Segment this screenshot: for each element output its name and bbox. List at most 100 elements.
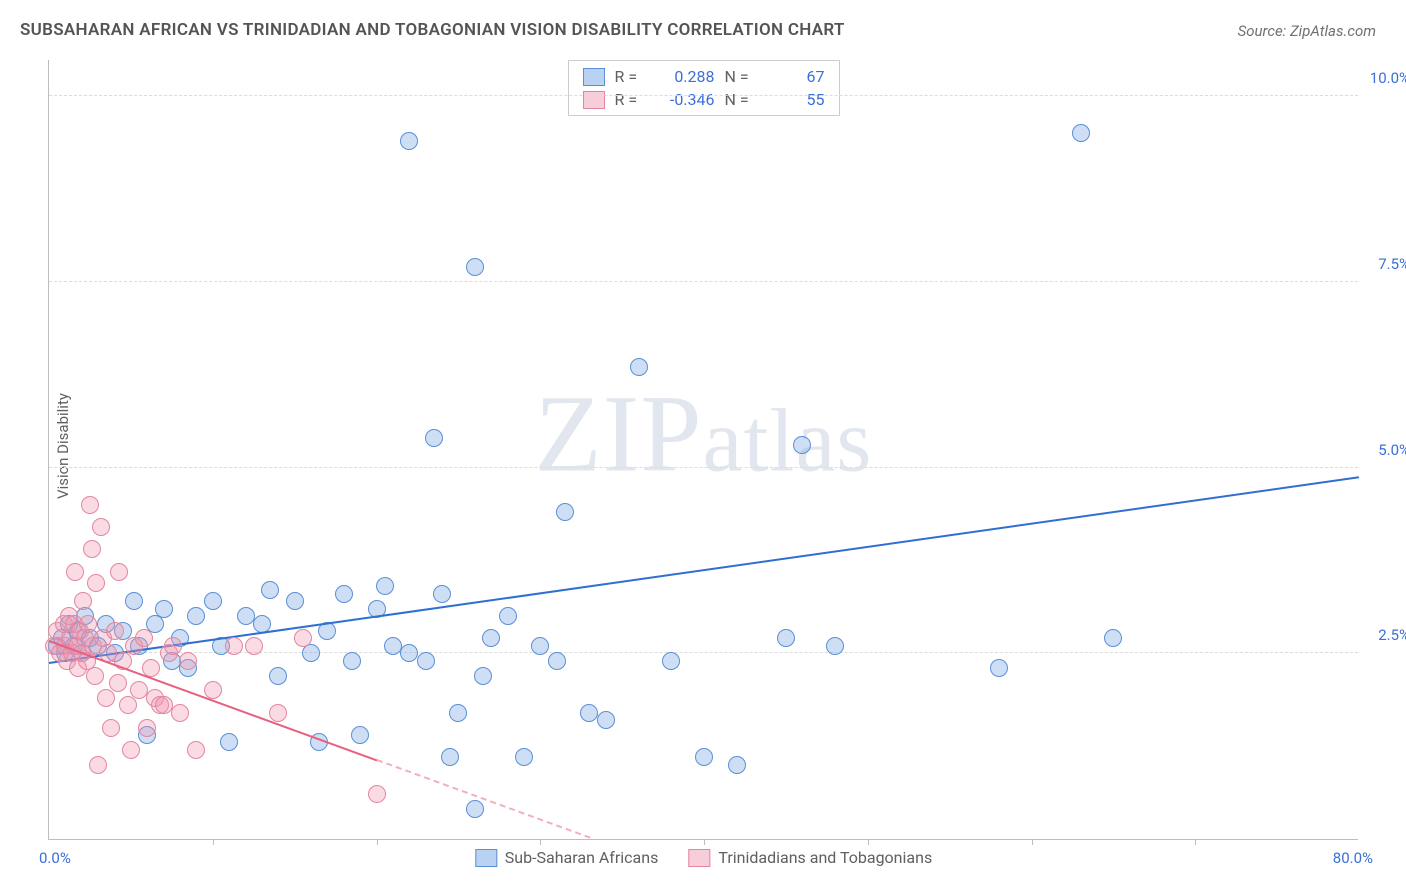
- watermark-text: ZIPatlas: [535, 370, 873, 497]
- x-tick: [868, 839, 869, 845]
- data-point: [89, 756, 107, 774]
- chart-title: SUBSAHARAN AFRICAN VS TRINIDADIAN AND TO…: [20, 20, 845, 40]
- data-point: [548, 652, 566, 670]
- legend-item-2: Trinidadians and Tobagonians: [688, 848, 932, 867]
- data-point: [499, 607, 517, 625]
- data-point: [400, 132, 418, 150]
- data-point: [83, 540, 101, 558]
- x-tick: [1195, 839, 1196, 845]
- swatch-series-2: [583, 91, 605, 109]
- r-value-2: -0.346: [655, 90, 715, 109]
- data-point: [351, 726, 369, 744]
- data-point: [138, 719, 156, 737]
- legend-label-1: Sub-Saharan Africans: [505, 848, 659, 867]
- data-point: [793, 436, 811, 454]
- data-point: [400, 644, 418, 662]
- data-point: [261, 581, 279, 599]
- data-point: [92, 518, 110, 536]
- x-tick: [704, 839, 705, 845]
- data-point: [74, 592, 92, 610]
- data-point: [155, 600, 173, 618]
- data-point: [269, 704, 287, 722]
- x-tick: [213, 839, 214, 845]
- data-point: [187, 607, 205, 625]
- data-point: [449, 704, 467, 722]
- data-point: [66, 563, 84, 581]
- data-point: [466, 800, 484, 818]
- data-point: [245, 637, 263, 655]
- data-point: [531, 637, 549, 655]
- swatch-series-1: [583, 68, 605, 86]
- y-tick-label: 2.5%: [1378, 626, 1406, 644]
- gridline-h: [49, 652, 1358, 653]
- data-point: [826, 637, 844, 655]
- data-point: [225, 637, 243, 655]
- source-link[interactable]: ZipAtlas.com: [1290, 22, 1376, 40]
- data-point: [220, 733, 238, 751]
- legend-label-2: Trinidadians and Tobagonians: [718, 848, 932, 867]
- data-point: [155, 696, 173, 714]
- data-point: [695, 748, 713, 766]
- data-point: [269, 667, 287, 685]
- x-tick: [377, 839, 378, 845]
- gridline-h: [49, 95, 1358, 96]
- data-point: [286, 592, 304, 610]
- y-tick-label: 10.0%: [1370, 69, 1406, 87]
- legend-stats-row-2: R = -0.346 N = 55: [569, 88, 839, 111]
- data-point: [777, 629, 795, 647]
- data-point: [122, 741, 140, 759]
- r-label: R =: [615, 67, 645, 86]
- data-point: [376, 577, 394, 595]
- data-point: [425, 429, 443, 447]
- data-point: [204, 592, 222, 610]
- data-point: [466, 258, 484, 276]
- data-point: [630, 358, 648, 376]
- n-label: N =: [725, 67, 755, 86]
- data-point: [87, 574, 105, 592]
- swatch-series-2-b: [688, 849, 710, 867]
- data-point: [368, 785, 386, 803]
- data-point: [728, 756, 746, 774]
- legend-stats-box: R = 0.288 N = 67 R = -0.346 N = 55: [568, 60, 840, 116]
- source-label: Source:: [1238, 22, 1287, 40]
- data-point: [125, 592, 143, 610]
- data-point: [106, 622, 124, 640]
- data-point: [662, 652, 680, 670]
- data-point: [597, 711, 615, 729]
- data-point: [110, 563, 128, 581]
- data-point: [417, 652, 435, 670]
- x-tick: [540, 839, 541, 845]
- data-point: [441, 748, 459, 766]
- data-point: [580, 704, 598, 722]
- r-label: R =: [615, 90, 645, 109]
- data-point: [433, 585, 451, 603]
- x-axis-max-label: 80.0%: [1333, 849, 1373, 867]
- chart-container: SUBSAHARAN AFRICAN VS TRINIDADIAN AND TO…: [0, 0, 1406, 892]
- data-point: [237, 607, 255, 625]
- data-point: [515, 748, 533, 766]
- gridline-h: [49, 467, 1358, 468]
- data-point: [1104, 629, 1122, 647]
- data-point: [135, 629, 153, 647]
- data-point: [294, 629, 312, 647]
- data-point: [556, 503, 574, 521]
- data-point: [335, 585, 353, 603]
- data-point: [130, 681, 148, 699]
- plot-area: ZIPatlas R = 0.288 N = 67 R = -0.346 N =…: [48, 60, 1358, 840]
- r-value-1: 0.288: [655, 67, 715, 86]
- data-point: [1072, 124, 1090, 142]
- data-point: [179, 652, 197, 670]
- data-point: [384, 637, 402, 655]
- data-point: [187, 741, 205, 759]
- x-tick: [1032, 839, 1033, 845]
- legend-stats-row-1: R = 0.288 N = 67: [569, 65, 839, 88]
- n-label: N =: [725, 90, 755, 109]
- gridline-h: [49, 281, 1358, 282]
- x-axis-min-label: 0.0%: [39, 849, 71, 867]
- data-point: [474, 667, 492, 685]
- data-point: [990, 659, 1008, 677]
- trend-line: [49, 477, 1359, 665]
- legend-item-1: Sub-Saharan Africans: [475, 848, 659, 867]
- data-point: [102, 719, 120, 737]
- y-tick-label: 7.5%: [1378, 255, 1406, 273]
